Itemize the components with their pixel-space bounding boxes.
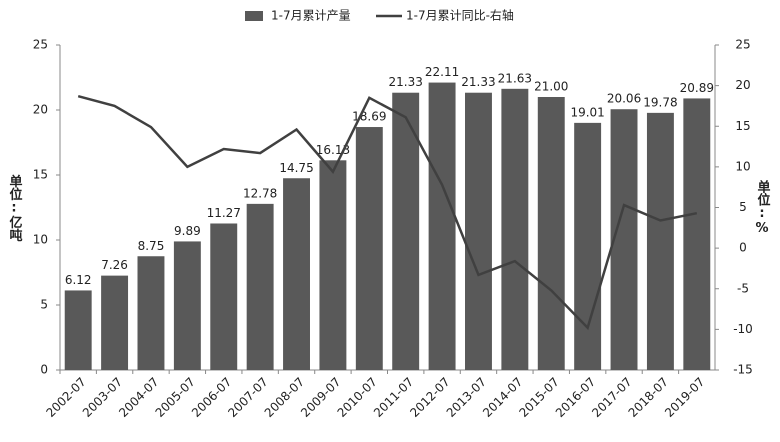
y2-tick-label: -15 (733, 363, 753, 377)
legend-label: 1-7月累计产量 (271, 9, 351, 23)
bar (465, 92, 492, 371)
value-label: 21.33 (461, 75, 495, 89)
value-label: 7.26 (101, 258, 128, 272)
y2-tick-label: 5 (739, 200, 747, 214)
y-tick-label: 10 (33, 233, 48, 247)
y2-axis-label: 单位:% (755, 179, 771, 236)
y-tick-label: 0 (40, 363, 48, 377)
y2-tick-label: 20 (735, 78, 750, 92)
legend-swatch (245, 11, 263, 21)
bar (137, 256, 165, 370)
line (77, 94, 698, 331)
value-label: 9.89 (174, 224, 201, 238)
bar (683, 98, 711, 371)
value-label: 6.12 (65, 273, 92, 287)
legend-label: 1-7月累计同比-右轴 (406, 8, 514, 23)
value-label: 19.78 (643, 95, 677, 109)
bar (646, 112, 674, 371)
y2-tick-label: -5 (737, 281, 749, 295)
value-label: 12.78 (243, 186, 277, 200)
value-label: 14.75 (279, 161, 313, 175)
y-tick-label: 15 (33, 168, 48, 182)
y-tick-label: 20 (33, 103, 48, 117)
value-label: 20.06 (607, 92, 641, 106)
bar (392, 92, 420, 371)
value-label: 21.33 (389, 75, 423, 89)
y-tick-label: 5 (40, 298, 48, 312)
value-label: 22.11 (425, 65, 459, 79)
y2-tick-label: 15 (735, 119, 750, 133)
bar (246, 203, 274, 370)
bar (210, 223, 238, 370)
y2-tick-label: 0 (739, 241, 747, 255)
bar (355, 127, 383, 370)
value-label: 21.63 (498, 71, 532, 85)
bar (283, 178, 310, 370)
y2-tick-label: 10 (735, 159, 750, 173)
bar (574, 122, 602, 371)
bar (173, 241, 201, 370)
value-label: 19.01 (570, 105, 604, 119)
value-label: 20.89 (680, 81, 714, 95)
y-axis-label: 单位:亿吨 (7, 174, 23, 243)
y2-tick-label: -10 (733, 322, 753, 336)
value-label: 21.00 (534, 80, 568, 94)
bar (101, 275, 129, 370)
value-label: 8.75 (138, 239, 165, 253)
bar (319, 160, 347, 370)
value-label: 11.27 (207, 206, 241, 220)
x-tick-label: 2019-07 (662, 375, 707, 420)
y-tick-label: 25 (33, 38, 48, 52)
bar (428, 82, 456, 370)
bar (501, 88, 529, 370)
bar (537, 97, 565, 370)
bar (64, 290, 92, 370)
y2-tick-label: 25 (735, 38, 750, 52)
